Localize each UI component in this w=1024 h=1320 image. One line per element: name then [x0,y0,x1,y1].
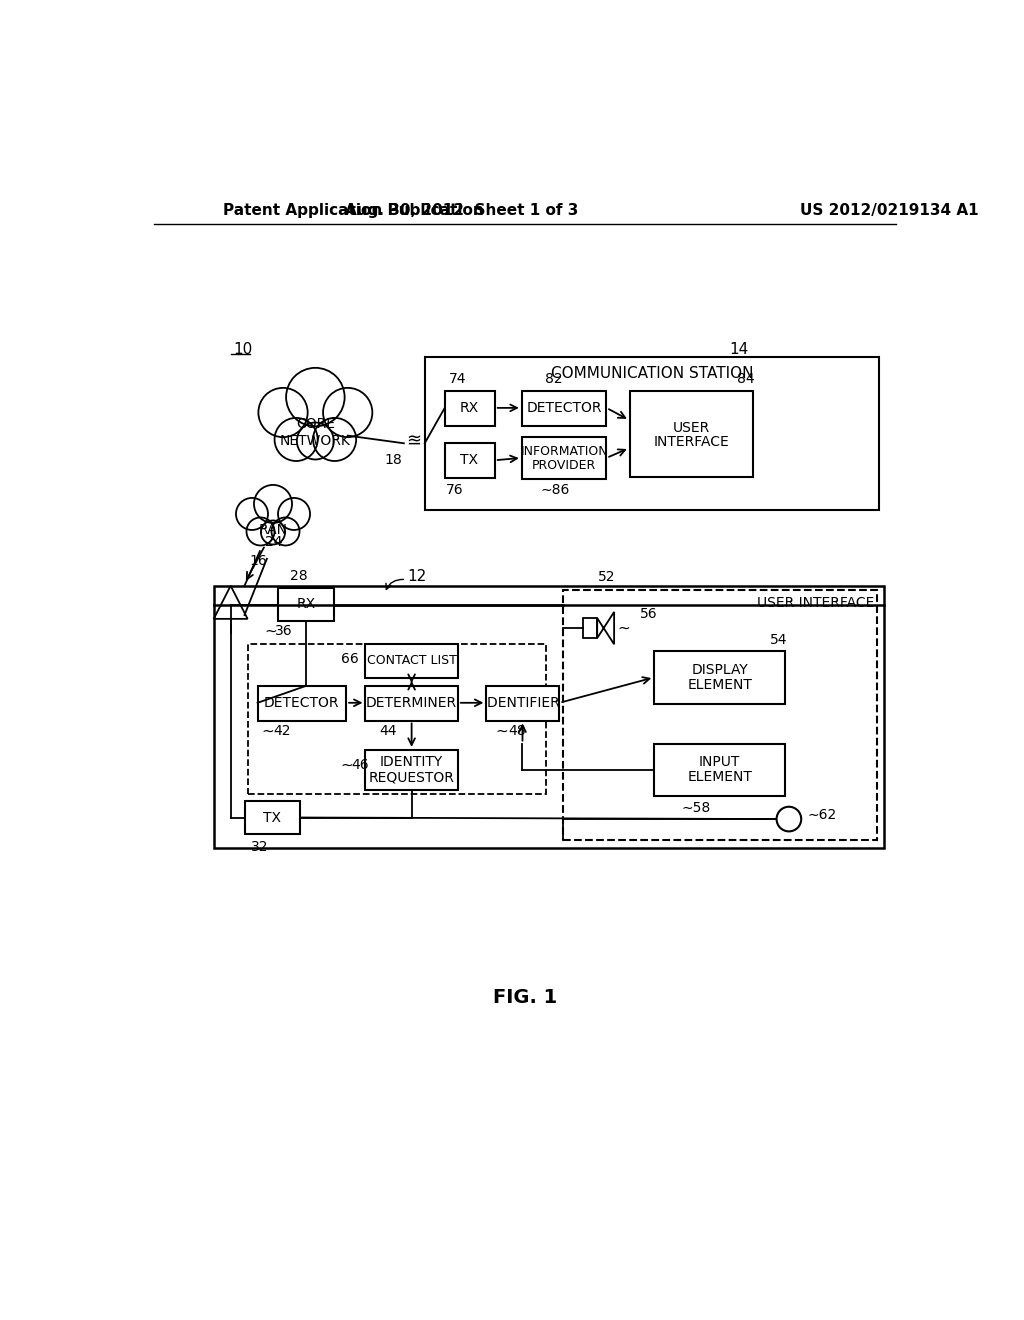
Text: ~: ~ [617,620,630,636]
Circle shape [776,807,801,832]
Text: ∼62: ∼62 [807,808,837,822]
Text: TX: TX [461,453,478,467]
Bar [584,618,597,638]
Text: 48: 48 [508,725,525,738]
Bar [521,391,606,425]
Text: CONTACT LIST: CONTACT LIST [367,653,457,667]
Bar [425,356,879,510]
Text: RX: RX [460,401,479,414]
Text: 74: 74 [449,372,466,387]
Text: ∼: ∼ [264,623,278,639]
Text: RAN: RAN [258,523,288,537]
Bar [486,686,559,721]
Circle shape [297,422,334,459]
Bar [654,743,785,796]
Text: USER: USER [673,421,710,434]
Text: 44: 44 [379,725,396,738]
Bar [654,651,785,704]
Text: 36: 36 [274,624,292,638]
Circle shape [247,517,274,545]
Text: 56: 56 [640,607,657,622]
Text: INFORMATION: INFORMATION [520,445,608,458]
Circle shape [271,517,300,545]
Text: 46: 46 [351,758,370,772]
Text: DETERMINER: DETERMINER [366,696,457,710]
Circle shape [286,368,345,426]
Bar [279,589,334,622]
Circle shape [261,520,285,544]
Text: 76: 76 [446,483,464,496]
Text: RX: RX [297,597,315,611]
Bar [248,644,547,793]
Text: IDENTITY: IDENTITY [380,755,443,770]
Text: 54: 54 [770,632,787,647]
Circle shape [313,418,356,461]
Text: INPUT: INPUT [699,755,740,770]
Bar [366,686,458,721]
Circle shape [258,388,307,437]
Bar [214,586,884,847]
Text: ∼86: ∼86 [541,483,570,498]
Text: 42: 42 [273,725,291,738]
Circle shape [274,418,317,461]
Text: 32: 32 [251,840,268,854]
Text: DETECTOR: DETECTOR [264,696,339,710]
Bar [366,750,458,789]
Text: 66: 66 [341,652,358,665]
Text: 14: 14 [730,342,749,356]
Circle shape [254,484,292,523]
Text: ∼: ∼ [341,758,353,772]
Text: Aug. 30, 2012  Sheet 1 of 3: Aug. 30, 2012 Sheet 1 of 3 [345,203,579,218]
Text: 16: 16 [250,554,267,568]
Text: FIG. 1: FIG. 1 [493,989,557,1007]
Text: 28: 28 [290,569,307,582]
Bar [245,801,300,834]
Text: IDENTIFIER: IDENTIFIER [484,696,561,710]
Circle shape [323,388,373,437]
Text: NETWORK: NETWORK [280,434,351,447]
Bar [444,391,495,425]
Bar [258,686,346,721]
Text: 82: 82 [545,372,562,387]
Text: 10: 10 [233,342,252,356]
Bar [563,590,878,840]
Bar [366,644,458,678]
Text: COMMUNICATION STATION: COMMUNICATION STATION [551,367,753,381]
Text: US 2012/0219134 A1: US 2012/0219134 A1 [801,203,979,218]
Text: Patent Application Publication: Patent Application Publication [223,203,483,218]
Text: ELEMENT: ELEMENT [687,678,752,692]
Text: ELEMENT: ELEMENT [687,771,752,784]
Text: INTERFACE: INTERFACE [653,434,729,449]
Bar [630,391,753,478]
Bar [521,437,606,479]
Text: 12: 12 [408,569,427,583]
Text: ∼: ∼ [496,723,508,739]
Text: ∼58: ∼58 [681,801,711,816]
Text: PROVIDER: PROVIDER [531,459,596,473]
Text: TX: TX [263,810,282,825]
Text: 24: 24 [265,535,283,549]
Text: REQUESTOR: REQUESTOR [369,771,455,784]
Text: DETECTOR: DETECTOR [526,401,602,414]
Text: ∼: ∼ [261,723,274,739]
Circle shape [236,498,268,529]
Text: DISPLAY: DISPLAY [691,663,748,677]
Text: USER INTERFACE: USER INTERFACE [757,597,874,610]
Text: 18: 18 [385,453,402,467]
Text: ≊: ≊ [407,433,422,450]
Circle shape [278,498,310,529]
Text: CORE: CORE [296,417,335,432]
Bar [444,444,495,478]
Text: 52: 52 [598,570,615,585]
Text: 84: 84 [737,372,755,387]
